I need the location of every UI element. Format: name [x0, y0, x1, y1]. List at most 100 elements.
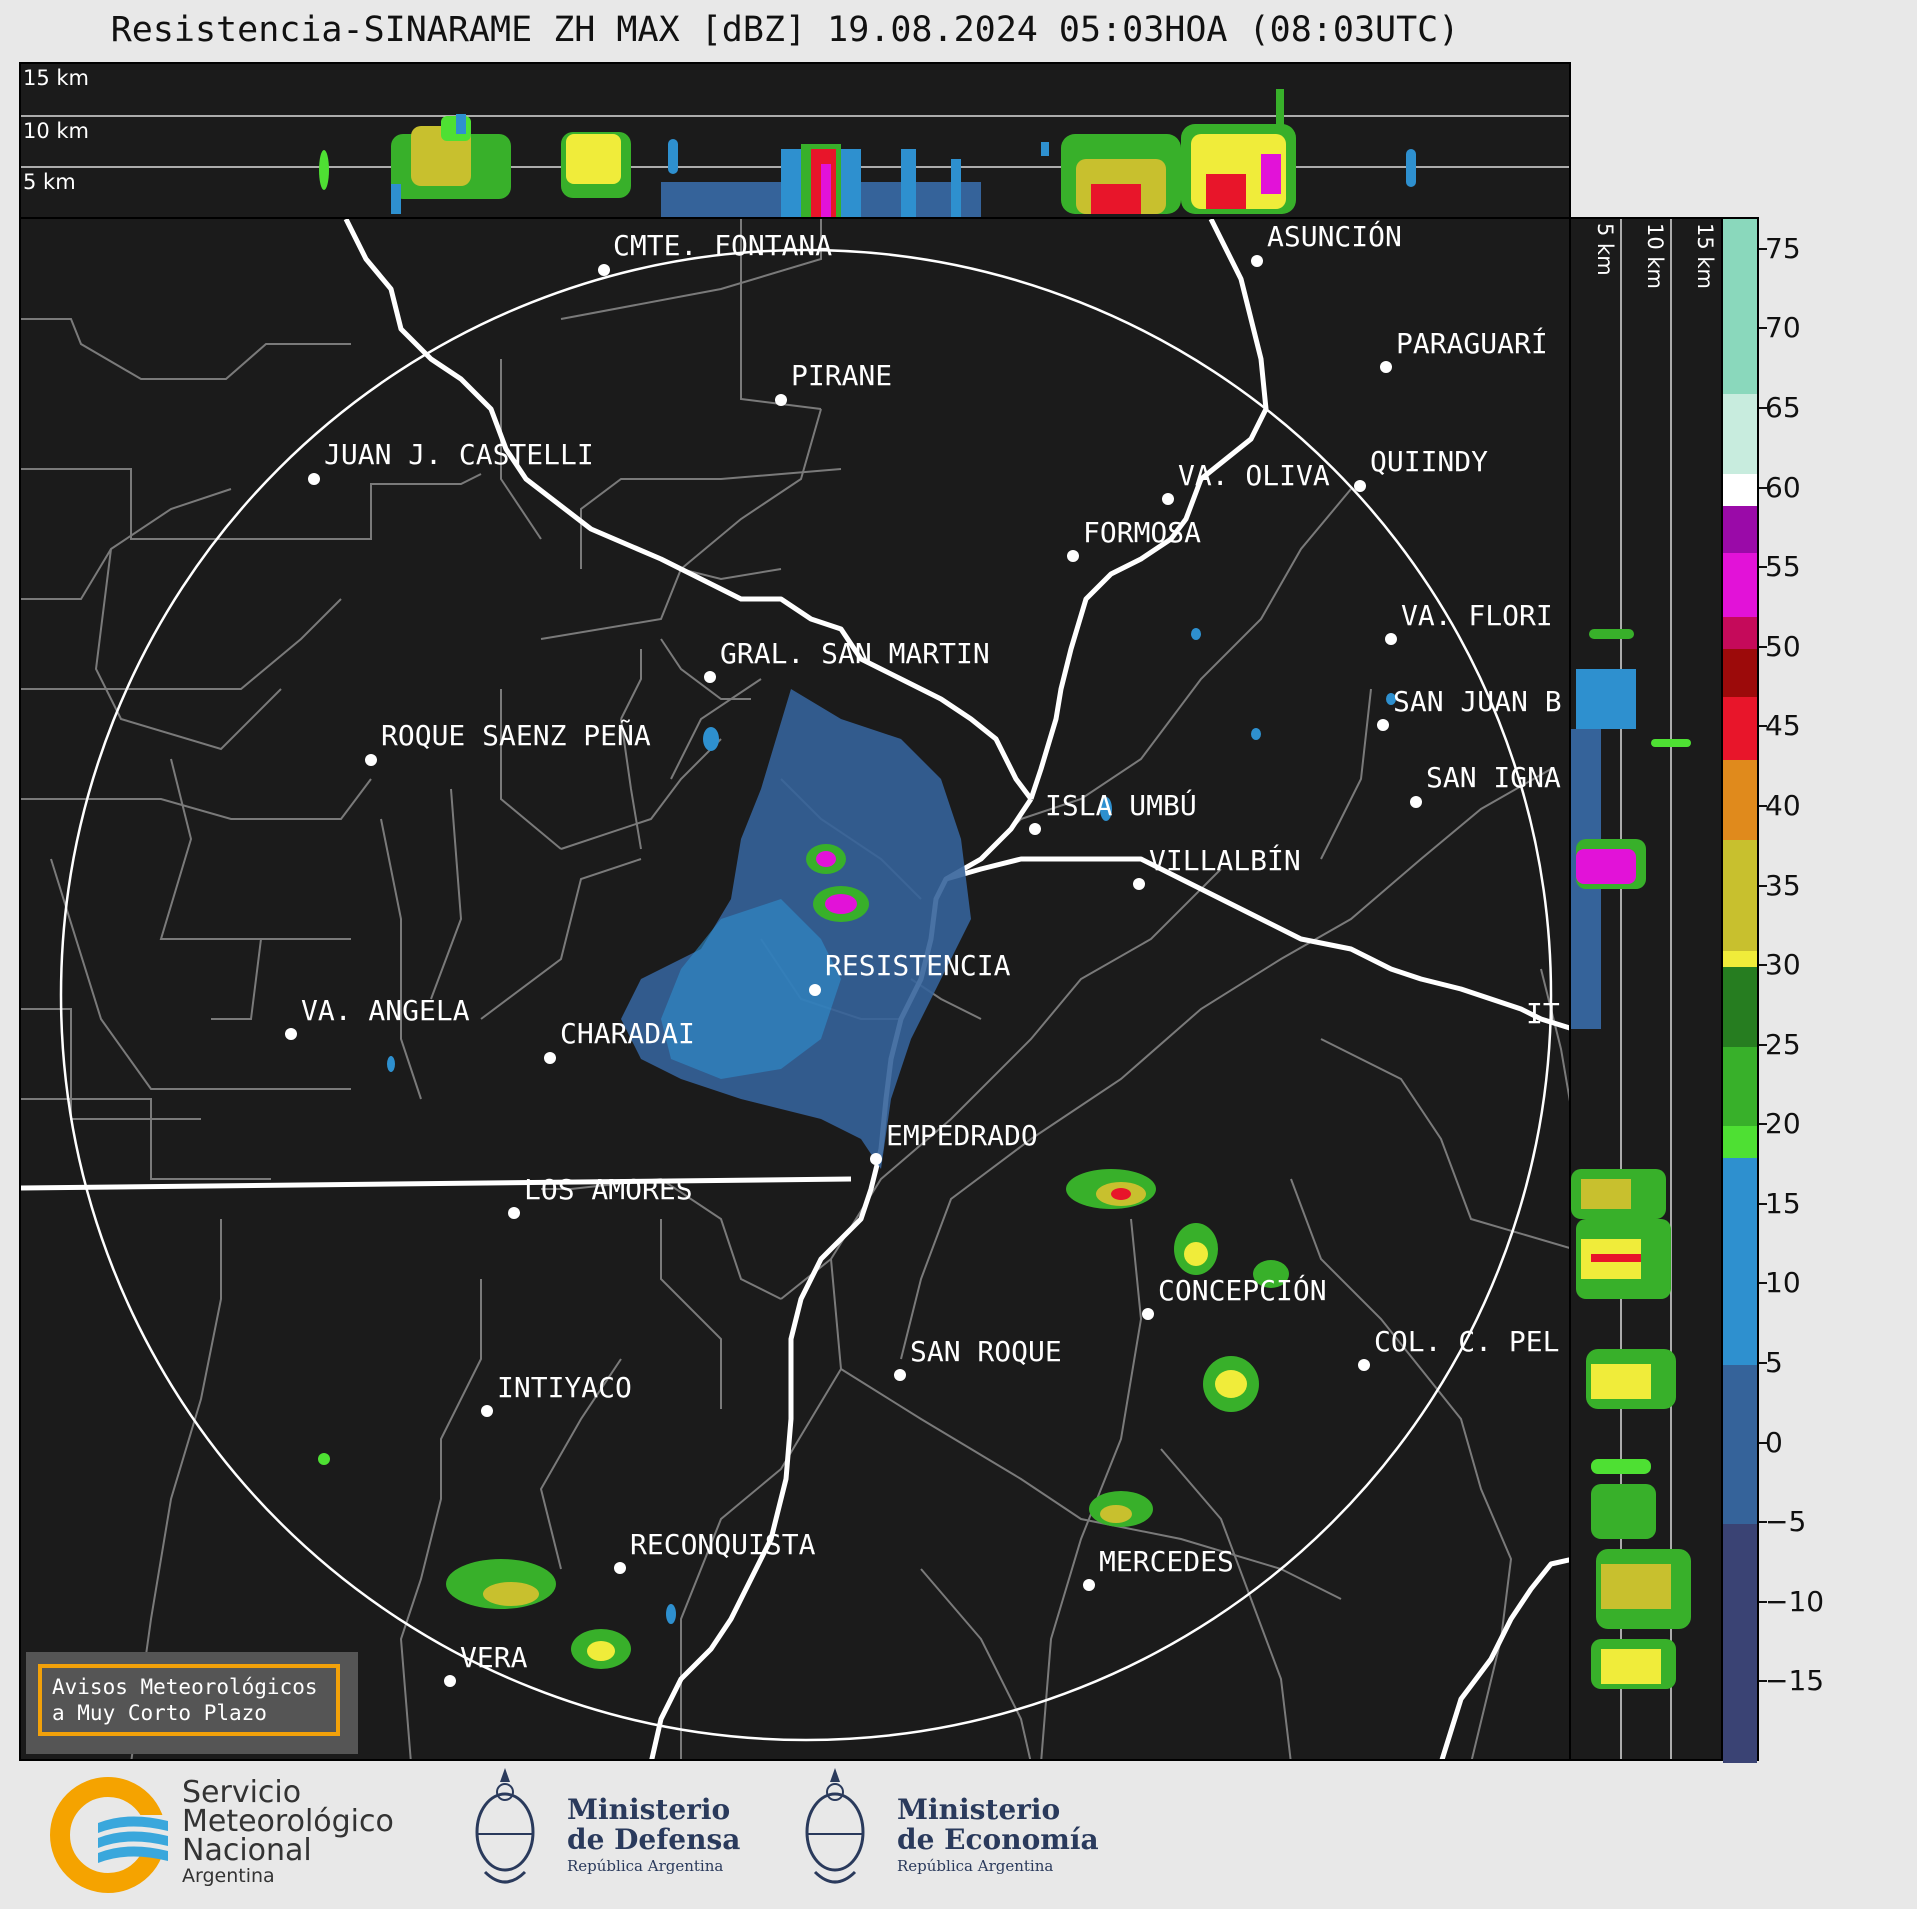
city-label-san-igna: SAN IGNA [1426, 761, 1561, 794]
province-boundary-highlight [21, 1176, 852, 1191]
colorbar-segment [1723, 696, 1757, 761]
city-label-mercedes: MERCEDES [1099, 1545, 1234, 1578]
colorbar-tick-mark [1759, 566, 1767, 569]
city-label-empedrado: EMPEDRADO [886, 1119, 1038, 1152]
colorbar-tick-label: 15 [1765, 1186, 1801, 1220]
colorbar-segment [1723, 951, 1757, 968]
colorbar-tick-mark [1759, 407, 1767, 409]
colorbar-tick-label: −5 [1765, 1505, 1807, 1539]
side-height-label-10km: 10 km [1643, 223, 1667, 290]
smn-line1: Servicio [182, 1775, 302, 1810]
city-label-charadai: CHARADAI [560, 1017, 695, 1050]
colorbar-tick-mark [1759, 884, 1767, 887]
side-profile-graphics [1571, 219, 1691, 1759]
economia-logo-text: Ministerio de Economía República Argenti… [897, 1795, 1099, 1877]
colorbar-tick-mark [1759, 804, 1767, 807]
colorbar-tick-label: 65 [1765, 391, 1801, 424]
side-height-label-15km: 15 km [1693, 223, 1717, 290]
economia-line3: República Argentina [897, 1857, 1054, 1875]
colorbar-segment [1723, 473, 1757, 506]
defensa-line1: Ministerio [567, 1793, 731, 1826]
colorbar-tick-label: 75 [1765, 231, 1801, 265]
colorbar-tick-mark [1759, 645, 1767, 648]
colorbar-tick-mark [1759, 1441, 1767, 1444]
map-title: Resistencia-SINARAME ZH MAX [dBZ] 19.08.… [110, 10, 1460, 50]
colorbar-tick-mark [1759, 1362, 1767, 1365]
colorbar-tick-label: 5 [1765, 1346, 1783, 1380]
colorbar-tick-mark [1759, 1600, 1767, 1603]
city-label-resistencia: RESISTENCIA [825, 949, 1011, 982]
colorbar-tick-mark [1759, 486, 1767, 489]
colorbar-tick-label: 10 [1765, 1266, 1801, 1300]
top-height-label-5km: 5 km [23, 170, 76, 194]
colorbar-tick-mark [1759, 247, 1767, 250]
city-label-villalbin: VILLALBÍN [1149, 844, 1301, 877]
city-label-quiindy: QUIINDY [1370, 445, 1489, 478]
colorbar-segment [1723, 648, 1757, 697]
city-label-vera: VERA [460, 1641, 528, 1674]
side-profile-echoes [1571, 629, 1691, 1689]
city-label-asuncion: ASUNCIÓN [1267, 220, 1402, 253]
colorbar-tick-label: 60 [1765, 470, 1801, 504]
map-graphics [21, 219, 1569, 1759]
city-label-concepcion: CONCEPCIÓN [1158, 1274, 1327, 1307]
colorbar-tick-label: −15 [1765, 1664, 1825, 1698]
colorbar-segment [1723, 1524, 1757, 1763]
reflectivity-echoes [318, 628, 1396, 1669]
colorbar-segment [1723, 219, 1757, 395]
economia-line2: de Economía [897, 1823, 1099, 1856]
radar-map: CMTE. FONTANA ASUNCIÓN PIRANE PARAGUARÍ … [19, 217, 1571, 1761]
city-label-va-flori: VA. FLORI [1401, 599, 1553, 632]
avisos-line2: a Muy Corto Plazo [52, 1701, 267, 1725]
radar-range-ring [59, 248, 1553, 1742]
colorbar-tick-label: −10 [1765, 1584, 1825, 1618]
colorbar-tick-mark [1759, 725, 1767, 728]
colorbar-tick-label: 70 [1765, 311, 1801, 345]
economia-coat-of-arms-icon [805, 1768, 865, 1884]
colorbar-segment [1723, 1046, 1757, 1127]
colorbar-tick-label: 35 [1765, 868, 1801, 902]
city-label-cmte-fontana: CMTE. FONTANA [613, 229, 833, 262]
side-height-profile: 5 km 10 km 15 km [1569, 217, 1723, 1761]
smn-line4: Argentina [182, 1865, 275, 1887]
colorbar-tick-mark [1759, 964, 1767, 967]
colorbar-tick-mark [1759, 1043, 1767, 1046]
top-height-label-15km: 15 km [23, 66, 90, 90]
city-label-gral-san-martin: GRAL. SAN MARTIN [720, 637, 990, 670]
city-label-los-amores: LOS AMORES [524, 1173, 693, 1206]
defensa-line2: de Defensa [567, 1823, 741, 1856]
smn-logo-text: Servicio Meteorológico Nacional Argentin… [182, 1775, 394, 1888]
colorbar-segment [1723, 1126, 1757, 1159]
city-label-san-roque: SAN ROQUE [910, 1335, 1062, 1368]
city-label-reconquista: RECONQUISTA [630, 1528, 816, 1561]
avisos-box: Avisos Meteorológicos a Muy Corto Plazo [26, 1652, 358, 1754]
dbz-colorbar [1721, 217, 1759, 1763]
avisos-line1: Avisos Meteorológicos [52, 1675, 318, 1699]
city-label-col-c-pel: COL. C. PEL [1374, 1325, 1560, 1358]
colorbar-tick-mark [1759, 1282, 1767, 1285]
colorbar-tick-label: 50 [1765, 629, 1801, 663]
colorbar-tick-mark [1759, 1123, 1767, 1126]
colorbar-segment [1723, 553, 1757, 617]
smn-line2: Meteorológico [182, 1804, 394, 1839]
colorbar-segment [1723, 967, 1757, 1047]
smn-logo-icon [50, 1777, 168, 1893]
colorbar-tick-label: 40 [1765, 788, 1801, 822]
colorbar-segment [1723, 1158, 1757, 1366]
defensa-coat-of-arms-icon [475, 1768, 535, 1884]
city-label-isla-umbu: ISLA UMBÚ [1045, 789, 1197, 822]
economia-line1: Ministerio [897, 1793, 1061, 1826]
colorbar-tick-label: 45 [1765, 709, 1801, 743]
top-height-profile: 15 km 10 km 5 km [19, 62, 1571, 220]
colorbar-tick-mark [1759, 1521, 1767, 1524]
city-label-va-oliva: VA. OLIVA [1178, 459, 1330, 492]
colorbar-tick-label: 20 [1765, 1107, 1801, 1141]
defensa-logo-text: Ministerio de Defensa República Argentin… [567, 1795, 740, 1877]
top-height-label-10km: 10 km [23, 119, 90, 143]
city-label-juan-j-castelli: JUAN J. CASTELLI [324, 438, 594, 471]
colorbar-segment [1723, 839, 1757, 952]
smn-line3: Nacional [182, 1833, 312, 1868]
city-label-formosa: FORMOSA [1083, 516, 1202, 549]
city-label-san-juan-b: SAN JUAN B [1393, 685, 1562, 718]
city-label-roque-saenz-pena: ROQUE SAENZ PEÑA [381, 719, 651, 752]
